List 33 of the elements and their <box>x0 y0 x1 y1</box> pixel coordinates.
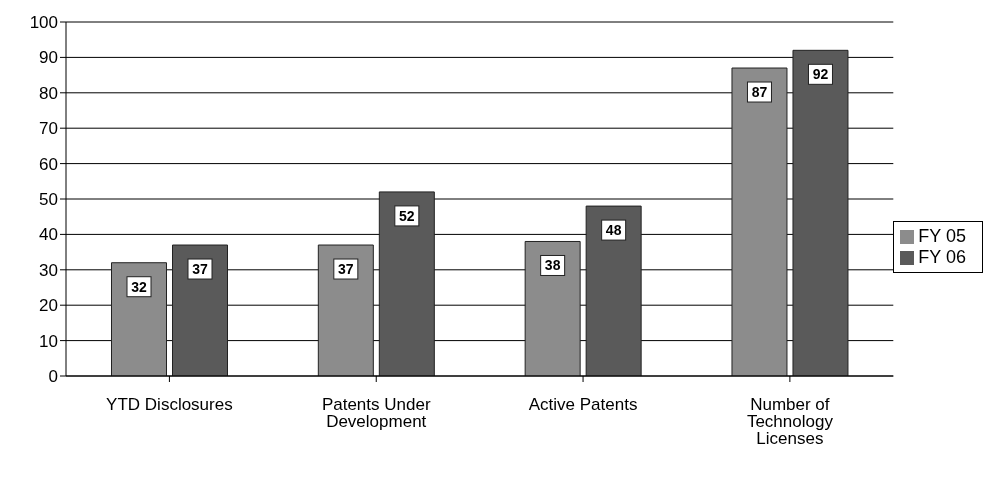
bar <box>317 244 374 376</box>
y-tick-label: 60 <box>39 154 58 174</box>
y-tick-label: 80 <box>39 83 58 103</box>
y-tick-label: 70 <box>39 119 58 139</box>
data-label: 48 <box>605 222 622 239</box>
data-label: 38 <box>544 257 561 274</box>
y-tick-label: 10 <box>39 331 58 351</box>
legend-label: FY 06 <box>918 247 966 267</box>
bar <box>792 49 849 376</box>
x-tick-label: Patents Under Development <box>321 395 431 432</box>
data-label: 92 <box>812 66 829 83</box>
y-tick-label: 20 <box>39 296 58 316</box>
data-label: 37 <box>192 261 208 278</box>
y-tick-label: 100 <box>29 13 58 33</box>
bar <box>585 205 642 376</box>
bar <box>172 244 228 376</box>
data-label: 87 <box>751 84 768 101</box>
x-tick-label: Active Patents <box>528 395 638 415</box>
y-tick-label: 40 <box>39 225 58 245</box>
data-label: 37 <box>338 261 354 278</box>
bar <box>731 67 788 376</box>
y-tick-label: 0 <box>48 367 58 387</box>
x-tick-label: YTD Disclosures <box>106 395 233 415</box>
data-label: 32 <box>131 278 147 295</box>
y-tick-label: 30 <box>39 260 58 280</box>
data-label: 52 <box>399 207 415 224</box>
bar <box>378 191 435 376</box>
y-tick-label: 50 <box>39 190 58 210</box>
legend-label: FY 05 <box>918 226 966 246</box>
x-tick-label: Number of Technology Licenses <box>746 395 834 449</box>
bar <box>111 262 167 376</box>
bar <box>524 240 581 376</box>
y-tick-label: 90 <box>39 48 58 68</box>
